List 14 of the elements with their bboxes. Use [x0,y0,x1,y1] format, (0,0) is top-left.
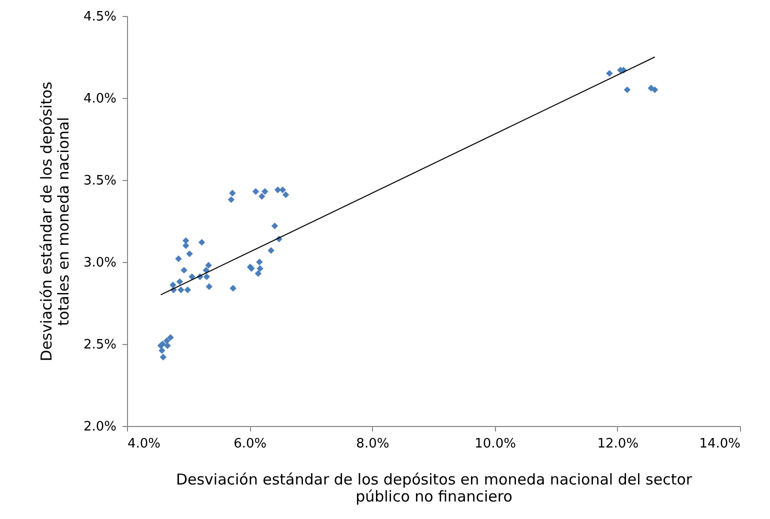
y-tick-label: 3.5% [83,174,116,188]
x-tick-label: 12.0% [597,436,639,452]
x-tick-label: 6.0% [234,436,267,452]
x-tick-label: 14.0% [699,436,740,452]
y-tick-label: 2.0% [83,420,116,434]
x-axis-title: Desviación estándar de los depósitos en moneda nacional del sector público no financiero [176,470,693,506]
y-tick-label: 4.0% [83,92,116,106]
x-tick-label: 10.0% [474,436,516,452]
y-tick-label: 4.5% [83,10,116,24]
x-tick-label: 8.0% [356,436,390,452]
x-tick-label: 4.0% [128,436,161,452]
y-axis-title: Desviación estándar de los depósitos totales en moneda nacional [37,81,72,362]
y-tick-label: 2.5% [83,338,116,352]
y-tick-label: 3.0% [83,256,116,270]
